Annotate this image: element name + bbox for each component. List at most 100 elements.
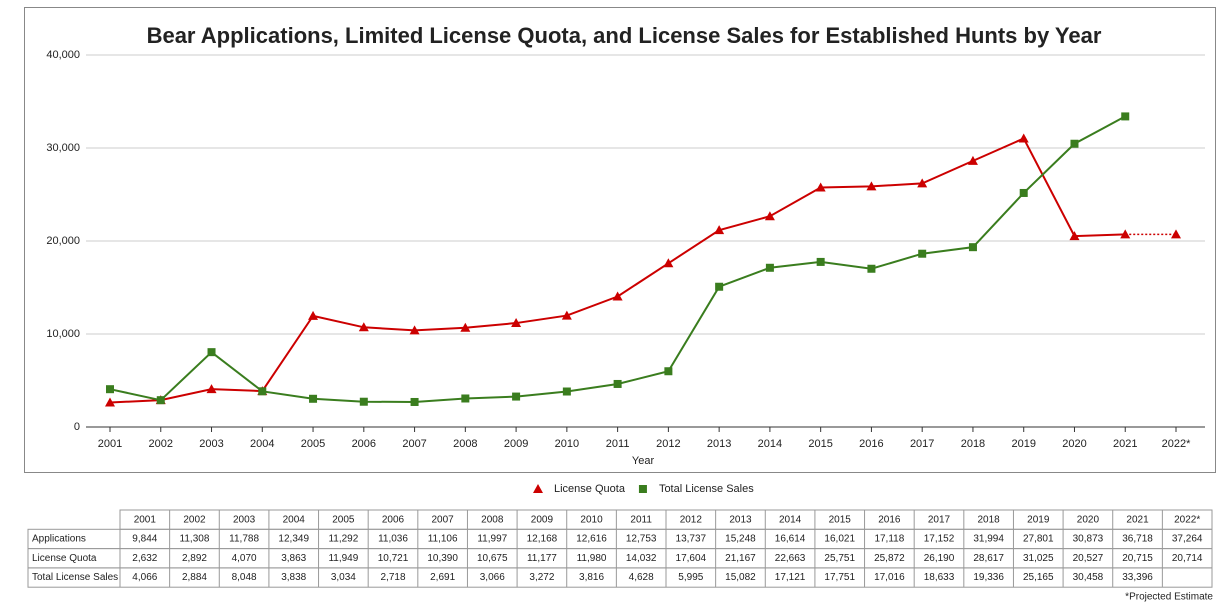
- table-cell: 33,396: [1122, 572, 1153, 583]
- table-column-header: 2006: [382, 514, 405, 525]
- marker: [664, 367, 673, 376]
- marker: [512, 392, 521, 401]
- table-cell: 30,873: [1073, 534, 1104, 545]
- table-cell: 2,691: [430, 572, 455, 583]
- marker: [918, 249, 927, 258]
- table-column-header: 2016: [878, 514, 901, 525]
- x-tick-label: 2022*: [1162, 438, 1191, 450]
- table-cell: 12,616: [576, 534, 607, 545]
- x-tick-label: 2016: [859, 438, 883, 450]
- legend-label: License Quota: [554, 483, 626, 495]
- table-cell: 11,949: [328, 553, 358, 564]
- table-cell: 27,801: [1023, 534, 1054, 545]
- table-column-header: 2022*: [1174, 514, 1200, 525]
- table-cell: 12,753: [626, 534, 657, 545]
- x-tick-label: 2004: [250, 438, 274, 450]
- table-cell: 31,994: [973, 534, 1004, 545]
- x-tick-label: 2006: [352, 438, 376, 450]
- x-tick-label: 2018: [961, 438, 985, 450]
- marker: [308, 310, 319, 320]
- x-tick-label: 2017: [910, 438, 934, 450]
- table-cell: 12,349: [278, 534, 309, 545]
- table-cell: 19,336: [973, 572, 1004, 583]
- marker: [410, 397, 419, 406]
- table-cell: 3,863: [281, 553, 306, 564]
- x-tick-label: 2021: [1113, 438, 1137, 450]
- marker: [968, 243, 977, 252]
- table-row-label: License Quota: [32, 553, 97, 564]
- table-cell: 10,675: [477, 553, 508, 564]
- table-cell: 17,152: [924, 534, 955, 545]
- table-cell: 37,264: [1172, 534, 1203, 545]
- marker: [638, 485, 647, 493]
- table-cell: 10,721: [378, 553, 409, 564]
- marker: [816, 257, 825, 266]
- table-column-header: 2007: [432, 514, 455, 525]
- table-cell: 17,118: [874, 534, 904, 545]
- x-tick-label: 2001: [98, 438, 122, 450]
- marker: [1069, 231, 1080, 241]
- marker: [105, 397, 115, 407]
- x-tick-label: 2008: [453, 438, 477, 450]
- table-cell: 11,292: [328, 534, 358, 545]
- marker: [612, 291, 623, 301]
- marker: [1019, 188, 1028, 197]
- table-cell: 25,751: [824, 553, 855, 564]
- table-cell: 18,633: [924, 572, 955, 583]
- x-tick-label: 2010: [555, 438, 579, 450]
- x-tick-label: 2015: [808, 438, 832, 450]
- table-column-header: 2012: [680, 514, 703, 525]
- table-cell: 13,737: [676, 534, 707, 545]
- marker: [663, 258, 674, 268]
- x-tick-label: 2019: [1011, 438, 1035, 450]
- marker: [206, 384, 217, 394]
- marker: [460, 322, 471, 332]
- marker: [715, 282, 724, 291]
- table-column-header: 2014: [779, 514, 802, 525]
- table-column-header: 2010: [580, 514, 603, 525]
- x-tick-label: 2003: [199, 438, 223, 450]
- marker: [461, 394, 470, 403]
- table-column-header: 2005: [332, 514, 355, 525]
- table-cell: 20,715: [1122, 553, 1153, 564]
- marker: [156, 396, 165, 405]
- marker: [409, 325, 420, 335]
- table-cell: 3,816: [579, 572, 604, 583]
- x-tick-label: 2007: [402, 438, 426, 450]
- table-cell: 17,604: [676, 553, 707, 564]
- marker: [613, 379, 622, 388]
- x-tick-label: 2020: [1062, 438, 1086, 450]
- table-cell: 2,632: [132, 553, 157, 564]
- table-cell: 22,663: [775, 553, 806, 564]
- x-tick-label: 2011: [606, 438, 630, 450]
- table-cell: 17,016: [874, 572, 905, 583]
- y-tick-label: 10,000: [46, 328, 80, 340]
- table-cell: 2,718: [380, 572, 405, 583]
- y-tick-label: 0: [74, 421, 80, 433]
- x-tick-label: 2005: [301, 438, 325, 450]
- y-tick-label: 30,000: [46, 142, 80, 154]
- table-column-header: 2021: [1126, 514, 1149, 525]
- marker: [714, 225, 725, 235]
- chart-title: Bear Applications, Limited License Quota…: [147, 23, 1102, 48]
- table-column-header: 2008: [481, 514, 504, 525]
- table-column-header: 2011: [630, 514, 652, 525]
- table-cell: 8,048: [232, 572, 257, 583]
- table-column-header: 2004: [283, 514, 306, 525]
- y-tick-label: 40,000: [46, 49, 80, 61]
- chart-frame: [24, 7, 1216, 473]
- marker: [765, 263, 774, 272]
- table-cell: 28,617: [973, 553, 1004, 564]
- table-cell: 16,021: [824, 534, 855, 545]
- marker: [562, 387, 571, 396]
- table-column-header: 2015: [829, 514, 852, 525]
- table-cell: 36,718: [1122, 534, 1153, 545]
- table-cell: 15,248: [725, 534, 756, 545]
- table-cell: 31,025: [1023, 553, 1054, 564]
- table-cell: 21,167: [725, 553, 756, 564]
- table-cell: 10,390: [427, 553, 458, 564]
- table-cell: 2,884: [182, 572, 207, 583]
- table-cell: 11,980: [577, 553, 607, 564]
